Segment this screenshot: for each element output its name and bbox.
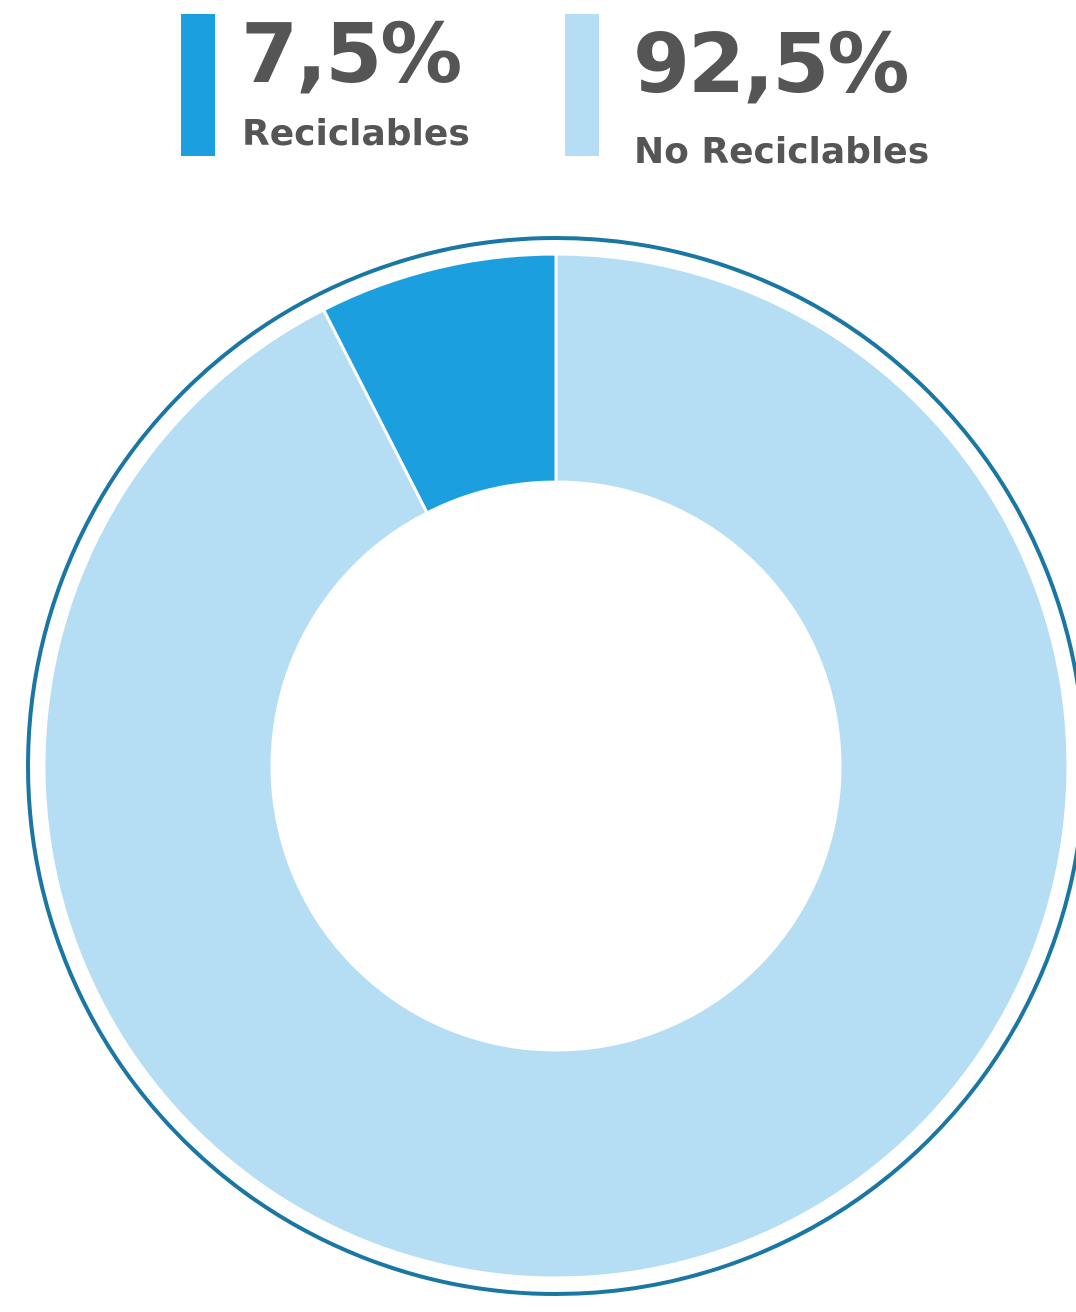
legend-value-non-recyclable: 92,5% [633, 17, 909, 112]
legend-swatch-non-recyclable [565, 14, 599, 156]
legend-label-recyclable: Reciclables [242, 113, 470, 154]
slice-no-reciclables [42, 252, 1070, 1280]
outer-ring [26, 236, 1076, 1296]
legend-value-recyclable: 7,5% [241, 7, 462, 102]
legend-label-non-recyclable: No Reciclables [634, 131, 930, 172]
slices-group [42, 252, 1070, 1280]
legend-swatch-recyclable [181, 14, 215, 156]
